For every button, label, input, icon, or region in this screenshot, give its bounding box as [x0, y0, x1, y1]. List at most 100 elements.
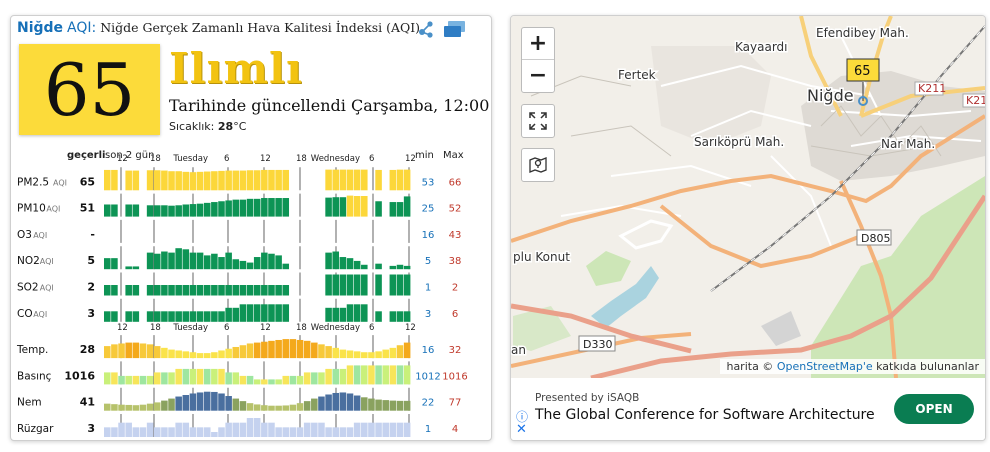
- history-bar: [168, 349, 175, 359]
- history-bar: [332, 274, 340, 296]
- history-bar: [339, 349, 347, 359]
- place-label: Fertek: [618, 68, 656, 82]
- map-trunk-roads: [511, 194, 985, 378]
- history-bar: [303, 372, 311, 385]
- history-bar: [175, 396, 182, 411]
- series-min: 22: [422, 398, 435, 409]
- history-bar: [189, 352, 197, 359]
- header-min: min: [415, 150, 434, 161]
- history-bar: [325, 274, 332, 296]
- fullscreen-button[interactable]: [521, 104, 555, 138]
- history-bar: [153, 402, 161, 411]
- map-green-area: [586, 251, 631, 286]
- history-bar: [168, 171, 175, 191]
- history-bar: [203, 255, 211, 270]
- history-bar: [268, 253, 275, 270]
- history-bar: [132, 405, 140, 411]
- history-bar: [139, 404, 147, 411]
- map-canvas[interactable]: Kayaardı Efendibey Mah. Fertek Niğde Sar…: [511, 16, 985, 378]
- history-bar: [104, 346, 111, 359]
- history-bar: [189, 252, 197, 270]
- history-bar: [225, 200, 232, 217]
- history-bar: [132, 342, 140, 359]
- history-bar: [153, 427, 161, 437]
- history-bar: [261, 304, 268, 322]
- history-bar: [332, 427, 340, 437]
- history-bar: [332, 307, 340, 322]
- map-layers-button[interactable]: [521, 148, 555, 182]
- history-bar: [125, 342, 132, 359]
- ad-banner[interactable]: Presented by iSAQB The Global Conference…: [511, 378, 985, 440]
- ad-title[interactable]: The Global Conference for Software Archi…: [535, 407, 875, 423]
- history-bar: [146, 205, 154, 217]
- series-current: 1016: [64, 369, 95, 382]
- history-bar: [239, 375, 247, 385]
- history-bar: [268, 304, 275, 322]
- history-bar: [353, 351, 361, 359]
- ad-close-icon[interactable]: ✕: [516, 422, 527, 437]
- openstreetmap-link[interactable]: OpenStreetMap'e: [776, 360, 873, 373]
- history-bar: [125, 285, 132, 296]
- history-bar: [368, 365, 375, 385]
- header-current: geçerli: [67, 150, 105, 161]
- history-bar: [275, 405, 282, 411]
- series-unit: AQI: [53, 178, 67, 187]
- history-bar: [132, 311, 140, 322]
- history-bar: [282, 169, 290, 191]
- series-unit: AQI: [40, 284, 54, 293]
- history-bar: [311, 372, 318, 385]
- ad-open-button[interactable]: OPEN: [894, 394, 974, 424]
- map-aqi-marker[interactable]: 65: [846, 58, 880, 106]
- history-bar: [139, 343, 147, 359]
- history-bar: [382, 400, 389, 411]
- history-bar: [325, 346, 332, 359]
- time-axis-label: 12: [117, 323, 128, 333]
- history-bar: [196, 311, 204, 322]
- history-bar: [203, 391, 211, 411]
- map-landuse: [761, 311, 801, 346]
- history-bar: [175, 350, 182, 359]
- map-secondary-roads: [799, 16, 985, 118]
- windows-icon[interactable]: [443, 20, 467, 42]
- history-bar: [339, 197, 347, 217]
- history-bar: [396, 274, 404, 296]
- city-name-link[interactable]: Niğde: [17, 20, 64, 36]
- history-bar: [225, 396, 232, 411]
- history-bar: [389, 311, 397, 322]
- history-bar: [268, 340, 275, 359]
- time-axis-label: 6: [224, 154, 229, 164]
- series-current: 3: [87, 307, 95, 320]
- history-chart: geçerli son 2 gün min Max 12 18 Tuesday 6 12…: [16, 150, 468, 437]
- history-bar: [261, 169, 268, 191]
- series-min: 53: [422, 177, 435, 188]
- history-bar: [325, 252, 332, 270]
- history-bar: [382, 365, 389, 385]
- history-bar: [111, 372, 118, 385]
- history-bar: [246, 375, 254, 385]
- history-bar: [361, 304, 368, 322]
- series-max: 66: [449, 177, 462, 188]
- title-text: Niğde Gerçek Zamanlı Hava Kalitesi İndek…: [100, 20, 425, 35]
- map-urban-area: [651, 46, 771, 146]
- history-bar: [246, 304, 254, 322]
- history-bar: [189, 172, 197, 191]
- series-max: 1016: [442, 371, 467, 382]
- map-green-area: [513, 306, 571, 351]
- history-bar: [146, 285, 154, 296]
- zoom-out-button[interactable]: −: [528, 63, 548, 88]
- ad-info-icon[interactable]: ⓘ: [516, 410, 529, 424]
- share-icon[interactable]: [417, 20, 435, 42]
- history-bar: [403, 196, 411, 217]
- history-bar: [375, 399, 382, 411]
- series-name: O3: [17, 229, 32, 241]
- history-bar: [225, 252, 232, 270]
- history-bar: [104, 311, 111, 322]
- time-axis-label: 6: [224, 323, 229, 333]
- history-bar: [218, 427, 225, 437]
- history-bar: [175, 285, 182, 296]
- history-bar: [104, 258, 111, 270]
- zoom-in-button[interactable]: +: [522, 28, 554, 60]
- history-bar: [346, 304, 354, 322]
- ad-presented-by: Presented by iSAQB: [535, 392, 640, 404]
- history-bar: [253, 342, 261, 359]
